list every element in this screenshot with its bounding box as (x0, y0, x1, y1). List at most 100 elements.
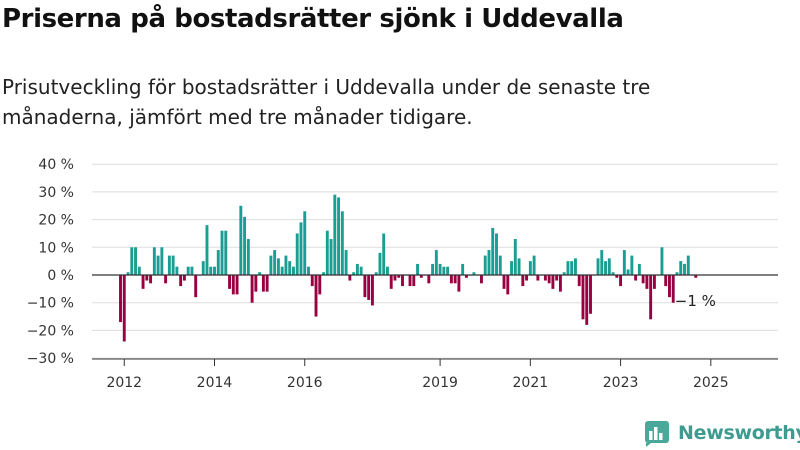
bar (284, 255, 288, 275)
bar (386, 266, 389, 275)
y-tick-label: 30 % (38, 185, 74, 201)
bar (510, 261, 513, 275)
bar (243, 216, 247, 275)
bar (671, 275, 675, 303)
bar (577, 275, 581, 287)
bar (370, 275, 374, 306)
bar (122, 275, 126, 342)
bar (295, 233, 299, 275)
bar (374, 272, 378, 275)
bar (359, 266, 363, 275)
bar (367, 275, 371, 300)
bar (134, 247, 137, 275)
bar (261, 275, 265, 292)
bar (622, 250, 626, 275)
bar (513, 238, 517, 275)
bar (431, 263, 435, 275)
x-tick-label: 2014 (197, 375, 233, 391)
bar (619, 275, 623, 287)
y-tick-label: 0 % (47, 268, 74, 284)
bar (348, 275, 352, 281)
bar (239, 205, 243, 275)
x-tick-label: 2021 (513, 375, 549, 391)
bar (273, 250, 277, 275)
bar (397, 275, 401, 278)
chart-title: Priserna på bostadsrätter sjönk i Uddeva… (2, 4, 624, 34)
bar (660, 247, 664, 275)
bar (683, 263, 686, 275)
bar (607, 258, 611, 275)
bar (483, 255, 487, 275)
bar (352, 272, 356, 275)
bar (491, 227, 495, 275)
bar (543, 275, 547, 281)
bar (152, 247, 156, 275)
bar (160, 247, 164, 275)
bar (288, 261, 292, 275)
bar (333, 194, 337, 275)
bar (461, 263, 465, 275)
bar (570, 261, 574, 275)
bar (171, 255, 175, 275)
bar (419, 275, 423, 278)
bar (408, 275, 412, 287)
bar (310, 275, 314, 287)
x-tick-label: 2019 (422, 375, 458, 391)
bar (449, 275, 453, 284)
bar (175, 266, 179, 275)
bar (551, 275, 555, 289)
bar (442, 266, 446, 275)
bar (645, 275, 649, 289)
bar (446, 266, 450, 275)
bar (641, 275, 645, 284)
bar (611, 272, 615, 275)
bar (231, 275, 235, 295)
bar (438, 263, 442, 275)
bar (596, 258, 600, 275)
brand-logo: Newsworthy (643, 419, 800, 447)
bar (389, 275, 393, 289)
bar (130, 247, 134, 275)
y-tick-label: 10 % (38, 240, 74, 256)
bar (344, 250, 348, 275)
bar (216, 250, 220, 275)
bar (224, 230, 228, 275)
bar (679, 261, 683, 275)
bar (401, 275, 404, 287)
bar (558, 275, 562, 292)
bar (581, 275, 585, 320)
bar (201, 261, 205, 275)
bar (634, 275, 638, 281)
bar (453, 275, 457, 284)
bar (664, 275, 668, 287)
bar (276, 258, 280, 275)
bars (119, 194, 698, 342)
bar (355, 263, 359, 275)
bar (495, 233, 498, 275)
bar (502, 275, 506, 289)
bar (464, 275, 468, 278)
bar (164, 275, 168, 284)
bar (329, 238, 333, 275)
bar (307, 266, 310, 275)
bar (318, 275, 322, 295)
bar (205, 225, 209, 275)
bar (303, 211, 307, 275)
bar (694, 275, 698, 278)
bar (119, 275, 122, 323)
bar (246, 238, 250, 275)
bar (562, 272, 566, 275)
bar (626, 269, 630, 275)
bar (213, 266, 216, 275)
bar (480, 275, 483, 284)
y-tick-label: 20 % (38, 213, 74, 229)
chart-subtitle: Prisutveckling för bostadsrätter i Uddev… (2, 75, 651, 129)
bar (675, 272, 679, 275)
bar (652, 275, 656, 289)
bar (686, 255, 690, 275)
bar (220, 230, 224, 275)
bar (235, 275, 239, 295)
x-tick-label: 2016 (287, 375, 323, 391)
bar (416, 263, 419, 275)
bar (363, 275, 367, 298)
